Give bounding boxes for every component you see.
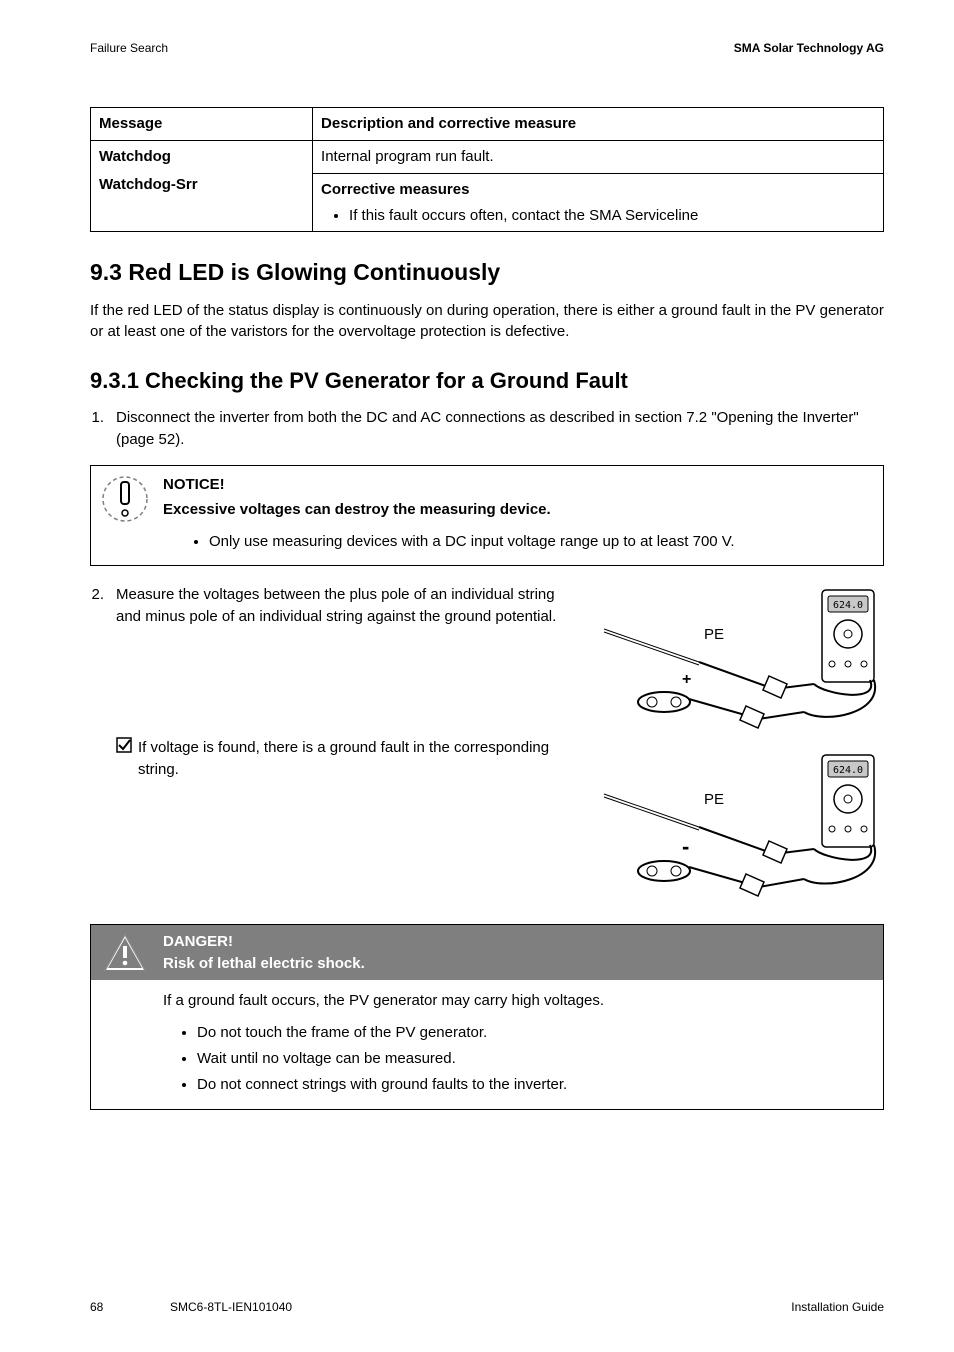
page-header: Failure Search SMA Solar Technology AG	[90, 40, 884, 57]
step-2-number: 2.	[90, 584, 116, 904]
table-header-message: Message	[91, 108, 313, 141]
msg-watchdog-srr: Watchdog-Srr	[99, 174, 304, 196]
footer-page: 68	[90, 1299, 103, 1316]
minus-icon: -	[682, 834, 689, 859]
warning-icon	[91, 928, 159, 978]
corrective-title: Corrective measures	[321, 179, 875, 201]
danger-box: DANGER! Risk of lethal electric shock. I…	[90, 924, 884, 1111]
footer-right: Installation Guide	[791, 1299, 884, 1316]
step-2-diagram: 624.0 PE +	[574, 584, 884, 904]
notice-box: NOTICE! Excessive voltages can destroy t…	[90, 465, 884, 566]
danger-title-block: DANGER! Risk of lethal electric shock.	[159, 925, 369, 981]
plus-icon: +	[682, 671, 691, 688]
step-2-text: Measure the voltages between the plus po…	[116, 584, 562, 628]
danger-title: DANGER!	[163, 931, 365, 953]
meter-reading-bottom: 624.0	[833, 765, 863, 776]
danger-sub: Risk of lethal electric shock.	[163, 953, 365, 975]
heading-9-3: 9.3 Red LED is Glowing Continuously	[90, 256, 884, 289]
para-9-3: If the red LED of the status display is …	[90, 300, 884, 344]
steps-list: 1. Disconnect the inverter from both the…	[90, 407, 884, 451]
footer-doc: SMC6-8TL-IEN101040	[170, 1299, 292, 1316]
step-2-text-col: Measure the voltages between the plus po…	[116, 584, 562, 904]
table-cell-message: Watchdog Watchdog-Srr	[91, 141, 313, 232]
steps-list-2: 2. Measure the voltages between the plus…	[90, 584, 884, 904]
pe-label-top: PE	[704, 626, 724, 643]
notice-content: NOTICE! Excessive voltages can destroy t…	[159, 466, 883, 565]
danger-bullet-2: Wait until no voltage can be measured.	[197, 1046, 871, 1072]
danger-header: DANGER! Risk of lethal electric shock.	[91, 925, 883, 981]
step-2: 2. Measure the voltages between the plus…	[90, 584, 884, 904]
step-1-number: 1.	[90, 407, 116, 451]
danger-body: If a ground fault occurs, the PV generat…	[91, 980, 883, 1109]
msg-watchdog: Watchdog	[99, 146, 304, 168]
notice-icon	[91, 466, 159, 565]
pe-label-bottom: PE	[704, 791, 724, 808]
page-footer: 68 SMC6-8TL-IEN101040 Installation Guide	[90, 1299, 884, 1316]
danger-bullet-3: Do not connect strings with ground fault…	[197, 1072, 871, 1098]
notice-bullet: Only use measuring devices with a DC inp…	[209, 529, 873, 555]
table-header-description: Description and corrective measure	[313, 108, 884, 141]
heading-9-3-1: 9.3.1 Checking the PV Generator for a Gr…	[90, 365, 884, 397]
notice-bold: Excessive voltages can destroy the measu…	[163, 499, 873, 521]
header-right: SMA Solar Technology AG	[734, 40, 884, 57]
meter-reading-top: 624.0	[833, 600, 863, 611]
table-cell-corrective: Corrective measures If this fault occurs…	[313, 173, 884, 232]
step-1: 1. Disconnect the inverter from both the…	[90, 407, 884, 451]
checkmark-icon	[116, 737, 138, 781]
message-table: Message Description and corrective measu…	[90, 107, 884, 232]
header-left: Failure Search	[90, 40, 168, 57]
step-1-text: Disconnect the inverter from both the DC…	[116, 407, 884, 451]
step-2-check-text: If voltage is found, there is a ground f…	[138, 737, 562, 781]
step-2-check: If voltage is found, there is a ground f…	[116, 737, 562, 781]
corrective-bullet: If this fault occurs often, contact the …	[349, 205, 875, 227]
danger-lead: If a ground fault occurs, the PV generat…	[163, 990, 871, 1012]
table-cell-description: Internal program run fault.	[313, 141, 884, 174]
danger-bullet-1: Do not touch the frame of the PV generat…	[197, 1020, 871, 1046]
notice-title: NOTICE!	[163, 474, 873, 496]
